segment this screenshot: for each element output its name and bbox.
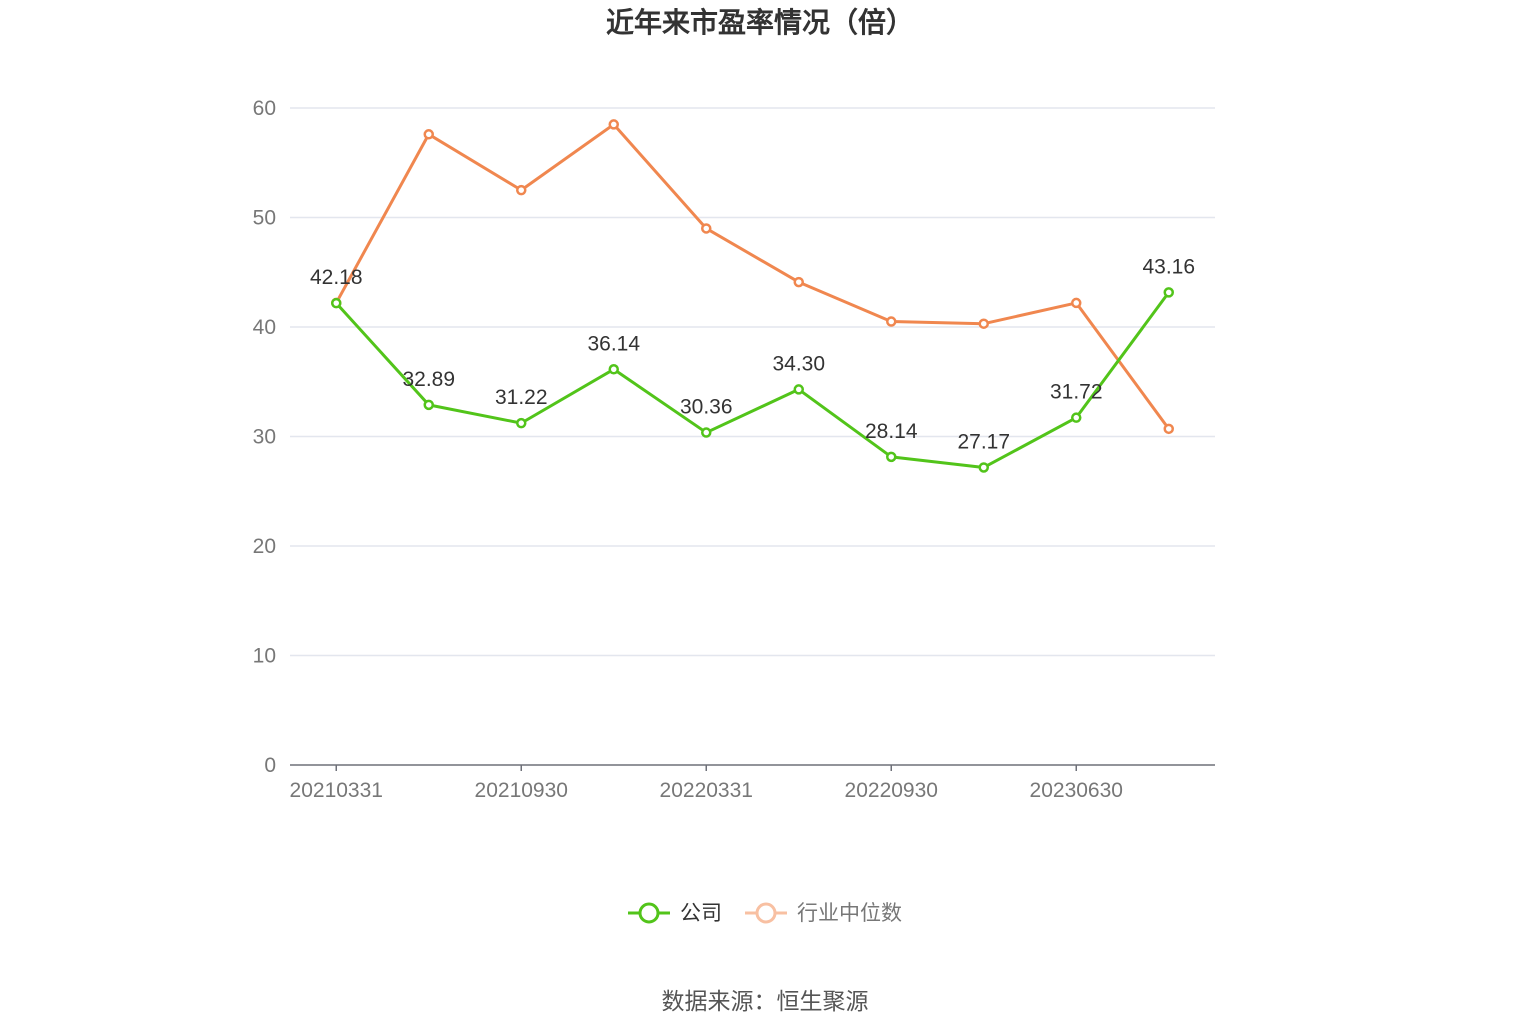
- legend-item-1[interactable]: 行业中位数: [745, 901, 902, 925]
- data-label: 32.89: [402, 368, 455, 391]
- data-point-1[interactable]: [516, 184, 527, 196]
- legend-marker-icon: [638, 902, 660, 924]
- data-point-1[interactable]: [886, 316, 897, 327]
- y-tick-label: 60: [253, 97, 276, 120]
- data-point-1[interactable]: [978, 318, 989, 329]
- data-label: 31.72: [1050, 381, 1103, 404]
- y-tick-label: 20: [253, 535, 276, 558]
- data-point-1[interactable]: [608, 119, 619, 130]
- y-tick-label: 40: [253, 316, 276, 339]
- x-tick-label: 20220331: [660, 779, 753, 802]
- y-tick-label: 30: [253, 426, 276, 449]
- data-label: 30.36: [680, 396, 733, 419]
- data-label: 36.14: [587, 332, 640, 355]
- legend-marker-icon: [755, 902, 777, 924]
- data-point-1[interactable]: [1071, 297, 1082, 309]
- grid-lines: [290, 107, 1215, 657]
- data-labels: 42.18 32.89 31.22 36.14 30.36 34.30 28.14 27.17…: [310, 255, 1195, 453]
- data-point-0[interactable]: [608, 364, 619, 375]
- data-point-0[interactable]: [701, 427, 712, 438]
- x-tick-label: 20210930: [475, 779, 568, 802]
- data-label: 42.18: [310, 266, 363, 289]
- y-tick-label: 0: [264, 754, 276, 777]
- x-tick-label: 20220930: [845, 779, 938, 802]
- x-axis: 20210331 20210930 20220331 20220930 20230630: [290, 764, 1215, 802]
- data-label: 31.22: [495, 386, 548, 409]
- data-point-1[interactable]: [423, 129, 434, 140]
- legend-label: 公司: [680, 901, 722, 925]
- data-label: 28.14: [865, 420, 918, 443]
- chart-title: 近年来市盈率情况（倍）: [606, 6, 914, 39]
- data-point-0[interactable]: [886, 451, 897, 463]
- y-tick-label: 10: [253, 645, 276, 668]
- data-point-0[interactable]: [1071, 412, 1082, 423]
- data-point-0[interactable]: [1163, 287, 1174, 298]
- data-point-0[interactable]: [331, 297, 342, 309]
- data-point-1[interactable]: [1163, 423, 1174, 435]
- data-point-0[interactable]: [423, 399, 434, 411]
- data-point-0[interactable]: [978, 462, 989, 473]
- legend-label: 行业中位数: [797, 901, 902, 925]
- series-layer: [331, 119, 1174, 473]
- data-point-0[interactable]: [516, 417, 527, 429]
- data-point-1[interactable]: [701, 223, 712, 234]
- y-tick-label: 50: [253, 207, 276, 230]
- data-label: 43.16: [1142, 255, 1195, 278]
- data-point-1[interactable]: [793, 276, 804, 288]
- source-note: 数据来源：恒生聚源: [662, 989, 869, 1015]
- x-tick-label: 20210331: [290, 779, 383, 802]
- x-tick-label: 20230630: [1030, 779, 1123, 802]
- legend-item-0[interactable]: 公司: [628, 901, 722, 925]
- data-point-0[interactable]: [793, 384, 804, 395]
- data-label: 34.30: [772, 352, 825, 375]
- legend[interactable]: 公司 行业中位数: [628, 901, 902, 925]
- series-line-0: [335, 291, 1170, 469]
- data-label: 27.17: [957, 430, 1010, 453]
- series-line-1: [334, 122, 1170, 430]
- y-axis-ticks: 0 10 20 30 40 50 60: [253, 97, 276, 777]
